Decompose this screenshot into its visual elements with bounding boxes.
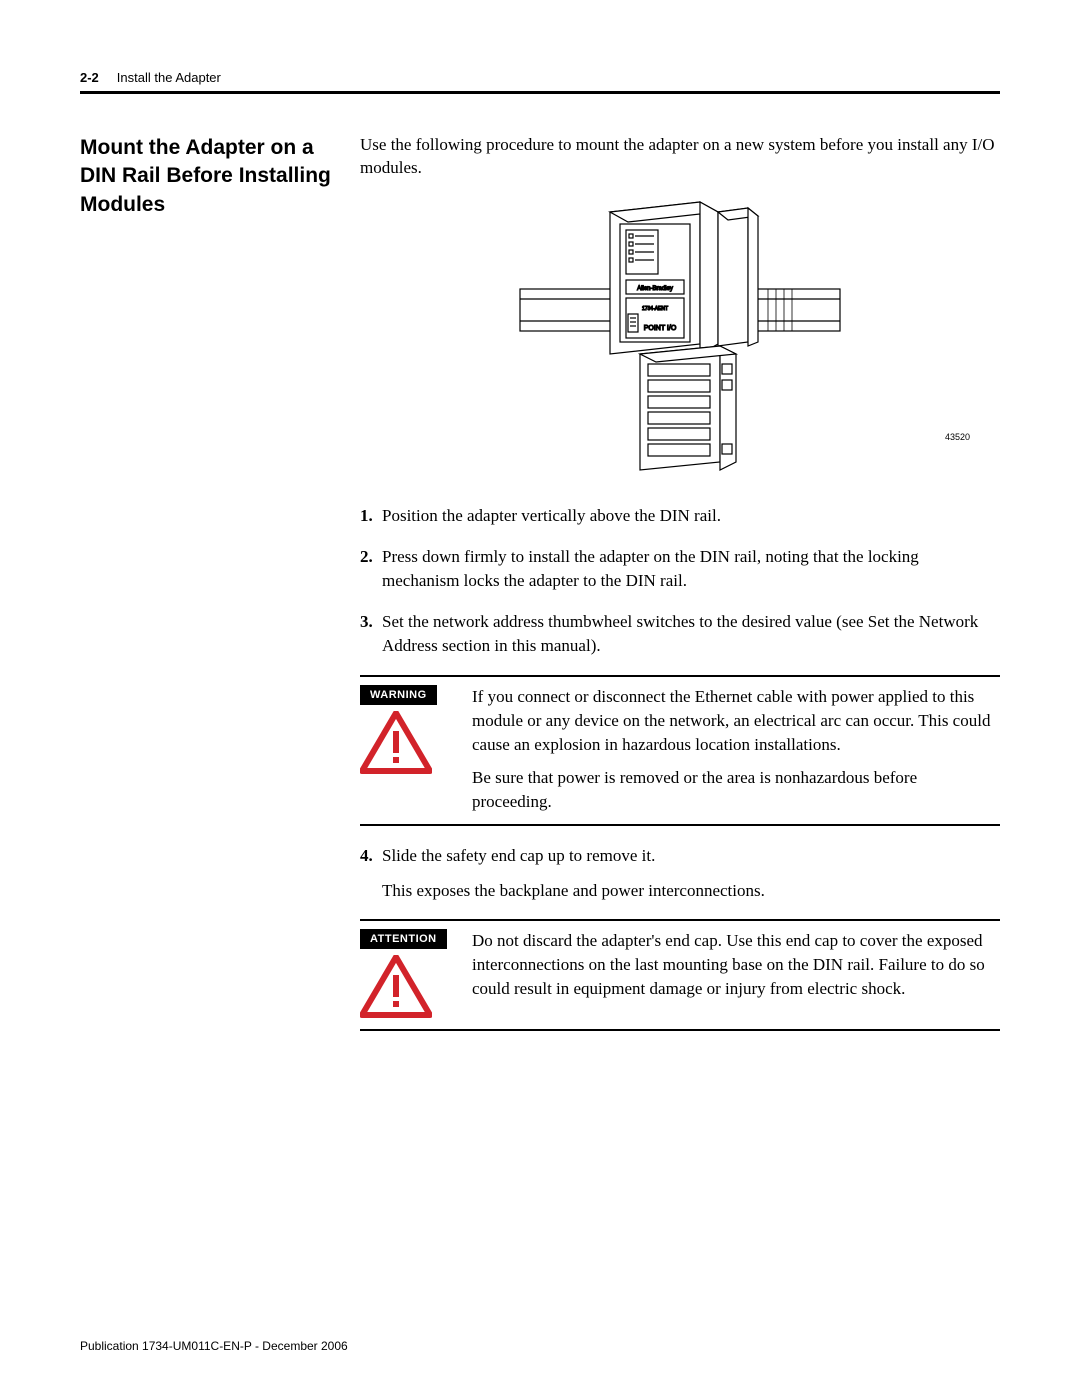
callout-bottom-rule: [360, 824, 1000, 826]
warning-callout: WARNING If you connect or disconnect the…: [360, 675, 1000, 826]
attention-label: ATTENTION: [360, 929, 447, 949]
steps-list: Position the adapter vertically above th…: [360, 504, 1000, 659]
adapter-illustration: Allen-Bradley 1734-AENT POINT I/O: [500, 194, 860, 479]
callout-icon-column-2: ATTENTION: [360, 929, 472, 1019]
step-2-text: Press down firmly to install the adapter…: [382, 547, 919, 591]
chapter-title: Install the Adapter: [117, 70, 221, 85]
callout-text-column-2: Do not discard the adapter's end cap. Us…: [472, 929, 1000, 1019]
attention-triangle-icon: [360, 955, 432, 1019]
warning-p2: Be sure that power is removed or the are…: [472, 766, 1000, 814]
step-3-text: Set the network address thumbwheel switc…: [382, 612, 978, 656]
figure-id: 43520: [945, 432, 970, 442]
figure: Allen-Bradley 1734-AENT POINT I/O: [360, 194, 1000, 484]
content-row: Mount the Adapter on a DIN Rail Before I…: [80, 134, 1000, 1049]
section-heading: Mount the Adapter on a DIN Rail Before I…: [80, 134, 350, 219]
right-column: Use the following procedure to mount the…: [360, 134, 1000, 1049]
step-2: Press down firmly to install the adapter…: [360, 545, 1000, 594]
svg-text:POINT I/O: POINT I/O: [644, 325, 677, 332]
svg-text:Allen-Bradley: Allen-Bradley: [637, 286, 673, 292]
steps-list-continued: Slide the safety end cap up to remove it…: [360, 844, 1000, 903]
header-rule: [80, 91, 1000, 94]
page-number: 2-2: [80, 70, 99, 85]
step-1-text: Position the adapter vertically above th…: [382, 506, 721, 525]
step-4-text: Slide the safety end cap up to remove it…: [382, 846, 655, 865]
intro-paragraph: Use the following procedure to mount the…: [360, 134, 1000, 180]
footer-publication: Publication 1734-UM011C-EN-P - December …: [80, 1339, 348, 1353]
warning-label: WARNING: [360, 685, 437, 705]
attention-p1: Do not discard the adapter's end cap. Us…: [472, 929, 1000, 1000]
callout-bottom-rule-2: [360, 1029, 1000, 1031]
step-4-sub: This exposes the backplane and power int…: [382, 879, 1000, 904]
page: 2-2 Install the Adapter Mount the Adapte…: [0, 0, 1080, 1397]
step-1: Position the adapter vertically above th…: [360, 504, 1000, 529]
svg-text:1734-AENT: 1734-AENT: [642, 306, 668, 312]
callout-icon-column: WARNING: [360, 685, 472, 814]
attention-callout: ATTENTION Do not discard the adapter's e…: [360, 919, 1000, 1031]
warning-p1: If you connect or disconnect the Etherne…: [472, 685, 1000, 756]
page-header: 2-2 Install the Adapter: [80, 70, 1000, 85]
callout-text-column: If you connect or disconnect the Etherne…: [472, 685, 1000, 814]
warning-triangle-icon: [360, 711, 432, 775]
step-4: Slide the safety end cap up to remove it…: [360, 844, 1000, 903]
step-3: Set the network address thumbwheel switc…: [360, 610, 1000, 659]
left-column: Mount the Adapter on a DIN Rail Before I…: [80, 134, 360, 1049]
